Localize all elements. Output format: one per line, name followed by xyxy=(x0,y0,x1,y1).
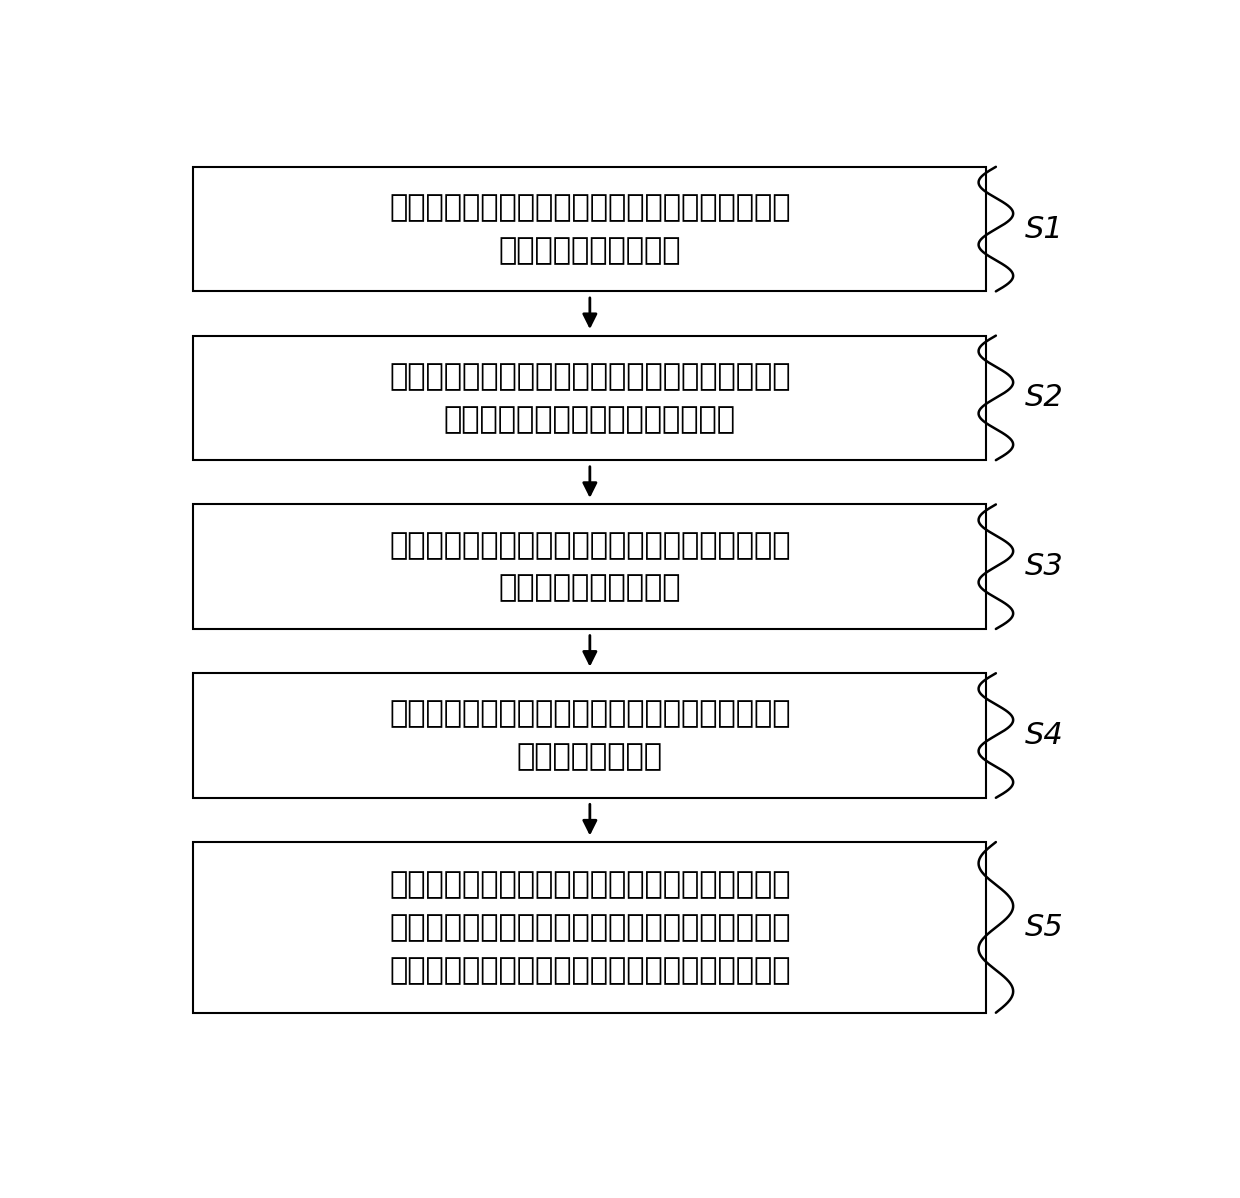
Text: S5: S5 xyxy=(1024,913,1064,942)
Text: 将每一行组划分为若干个列组，每一列组包括若干
个待存储时序数据: 将每一行组划分为若干个列组，每一列组包括若干 个待存储时序数据 xyxy=(389,700,791,772)
Text: 将每一待存储时序数据的获取时间和每一待存储时
序数据的数据值存储于所述第一部分: 将每一待存储时序数据的获取时间和每一待存储时 序数据的数据值存储于所述第一部分 xyxy=(389,362,791,434)
Text: 将所述第一部分划分为若干个行组，每一行组包括
若干个待存储时序数据: 将所述第一部分划分为若干个行组，每一行组包括 若干个待存储时序数据 xyxy=(389,531,791,603)
Text: S2: S2 xyxy=(1024,383,1064,412)
Text: 将所有待存储时序数据存储于文件中，所述文件包
括第一部分和第二部分: 将所有待存储时序数据存储于文件中，所述文件包 括第一部分和第二部分 xyxy=(389,193,791,265)
Text: S1: S1 xyxy=(1024,214,1064,243)
FancyBboxPatch shape xyxy=(193,673,986,798)
FancyBboxPatch shape xyxy=(193,335,986,460)
FancyBboxPatch shape xyxy=(193,167,986,291)
FancyBboxPatch shape xyxy=(193,842,986,1012)
Text: 将所有行组的个数、每一行组在文件的偏移量、每
一行组中所有列组的个数、每一时序数据的属性值
和每一列组在所述文件的偏移量作为所述第二部分: 将所有行组的个数、每一行组在文件的偏移量、每 一行组中所有列组的个数、每一时序数… xyxy=(389,870,791,985)
Text: S3: S3 xyxy=(1024,552,1064,581)
FancyBboxPatch shape xyxy=(193,504,986,629)
Text: S4: S4 xyxy=(1024,721,1064,750)
